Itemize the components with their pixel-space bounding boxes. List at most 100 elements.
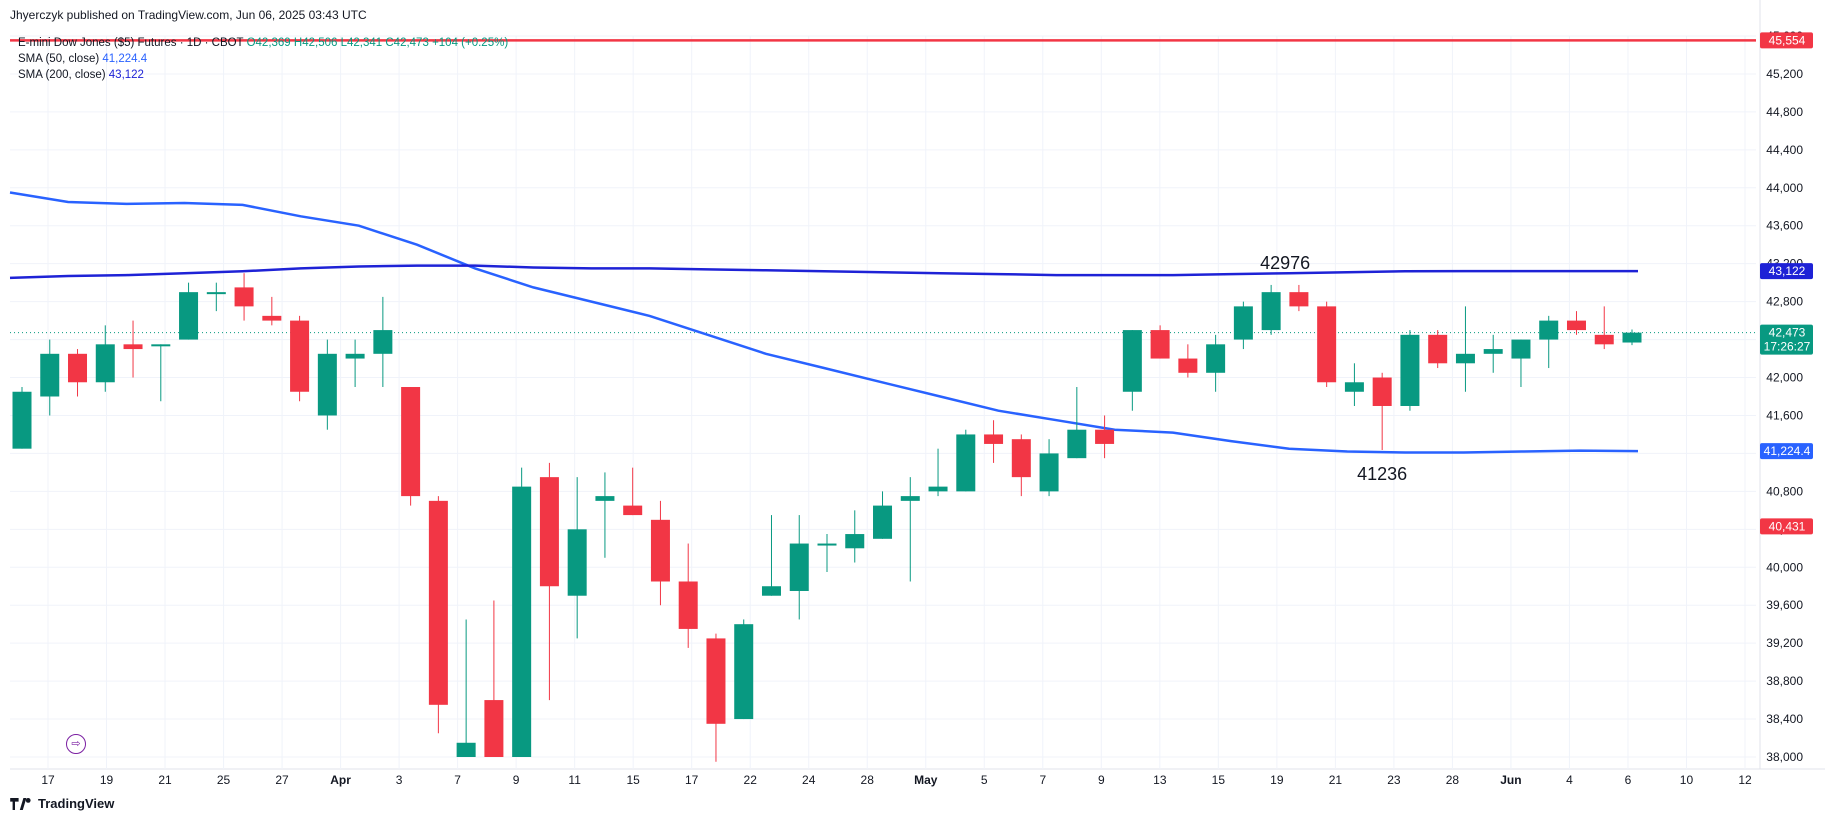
candle-up [1233, 301, 1253, 350]
time-tick-label: 11 [568, 773, 581, 787]
candle-down [1428, 330, 1448, 369]
sma200-line [9, 264, 1638, 280]
candle-up [734, 619, 754, 720]
candle-body [179, 292, 199, 340]
candle-down [650, 500, 670, 606]
candle-down [290, 315, 310, 402]
legend-sma200-label: SMA (200, close) [18, 69, 106, 81]
candle-up [1344, 363, 1364, 406]
price-tick-label: 39,600 [1766, 598, 1803, 612]
resistance-price-label-text: 45,554 [1769, 33, 1806, 47]
legend-sma200-value: 43,122 [108, 69, 144, 81]
time-tick-label: 17 [685, 773, 699, 787]
candle-up [595, 472, 615, 558]
candle-up [1039, 439, 1059, 497]
time-tick-label: 27 [275, 773, 289, 787]
candle-body [373, 330, 393, 354]
candle-body [345, 353, 365, 359]
time-tick-label: 19 [100, 773, 114, 787]
legend-sma50-row[interactable]: SMA (50, close) 41,224.4 [18, 51, 508, 67]
candle-up [1539, 315, 1559, 369]
time-tick-label: 6 [1625, 773, 1632, 787]
candle-body [678, 581, 698, 629]
candle-body [428, 500, 448, 705]
price-tick-label: 44,000 [1766, 181, 1803, 195]
candle-body [1289, 292, 1309, 307]
candle-down [1566, 311, 1586, 335]
candle-up [1067, 387, 1087, 459]
candle-up [900, 477, 920, 582]
candle-up [817, 534, 837, 573]
candle-down [234, 273, 254, 321]
legend-close: C42,473 [385, 37, 429, 49]
time-tick-label: Jun [1500, 773, 1521, 787]
resistance-price-label: 45,554 [1760, 32, 1813, 49]
candle-body [1317, 306, 1337, 383]
candle-body [1372, 377, 1392, 406]
candle-down [68, 349, 88, 397]
candle-down [1317, 301, 1337, 388]
time-tick-label: 15 [626, 773, 640, 787]
candle-body [956, 434, 976, 492]
candle-body [1261, 292, 1281, 331]
candle-body [539, 477, 559, 587]
price-chart[interactable]: 38,000 38,400 38,800 39,200 39,600 40,000 40,4… [0, 0, 1835, 790]
candle-down [262, 296, 282, 326]
time-tick-label: 9 [1098, 773, 1105, 787]
candle-body [567, 529, 587, 596]
candle-body [1455, 353, 1475, 364]
candle-body [1511, 339, 1531, 359]
candle-body [401, 387, 421, 497]
publisher-line: Jhyerczyk published on TradingView.com, … [10, 8, 367, 22]
last-price-label-text: 42,473 [1769, 326, 1806, 340]
candle-body [1178, 358, 1198, 373]
candle-body [1150, 330, 1170, 359]
candle-body [1566, 320, 1586, 331]
candle-down [539, 462, 559, 701]
candle-body [262, 315, 282, 321]
legend-low: L42,341 [340, 37, 383, 49]
price-tick-label: 40,000 [1766, 560, 1803, 574]
last-price-label-countdown: 17:26:27 [1764, 340, 1811, 354]
price-tick-label: 45,200 [1766, 67, 1803, 81]
candle-body [984, 434, 1004, 444]
candle-down [1178, 344, 1198, 378]
time-tick-label: Apr [330, 773, 351, 787]
price-tick-label: 38,000 [1766, 750, 1803, 764]
price-tick-label: 38,400 [1766, 712, 1803, 726]
candle-body [317, 353, 337, 416]
support-price-label-text: 40,431 [1769, 519, 1806, 533]
sma200-price-label: 43,122 [1760, 263, 1813, 280]
legend-symbol-row[interactable]: E-mini Dow Jones ($5) Futures · 1D · CBO… [18, 35, 508, 51]
time-axis: 17 19 21 25 27 Apr 3 7 9 11 15 17 22 24 28 May 5 7 9 13 15 19… [41, 773, 1752, 787]
time-tick-label: 23 [1387, 773, 1401, 787]
time-tick-label: 12 [1738, 773, 1752, 787]
price-tick-label: 44,400 [1766, 143, 1803, 157]
legend-sma200-row[interactable]: SMA (200, close) 43,122 [18, 67, 508, 83]
candle-body [1344, 382, 1364, 392]
sma200-price-label-text: 43,122 [1769, 264, 1806, 278]
candle-up [1511, 339, 1531, 388]
candle-up [512, 467, 532, 757]
candle-up [12, 387, 32, 449]
tradingview-logo[interactable]: TradingView [10, 796, 114, 811]
time-tick-label: 4 [1566, 773, 1573, 787]
candle-body [1622, 332, 1642, 343]
time-tick-label: 10 [1680, 773, 1694, 787]
candle-up [928, 448, 948, 497]
legend-sma50-label: SMA (50, close) [18, 53, 100, 65]
candle-body [928, 486, 948, 492]
candle-body [623, 505, 643, 516]
chart-legend: E-mini Dow Jones ($5) Futures · 1D · CBO… [18, 35, 508, 83]
price-tick-label: 42,800 [1766, 295, 1803, 309]
chart-lines [9, 39, 1756, 454]
candle-body [1483, 349, 1503, 354]
price-tick-label: 43,600 [1766, 219, 1803, 233]
candle-up [1622, 329, 1642, 346]
goto-realtime-icon[interactable]: ⇨ [66, 734, 86, 754]
price-tick-label: 42,000 [1766, 371, 1803, 385]
chart-grid [10, 0, 1825, 770]
candle-down [1150, 325, 1170, 359]
